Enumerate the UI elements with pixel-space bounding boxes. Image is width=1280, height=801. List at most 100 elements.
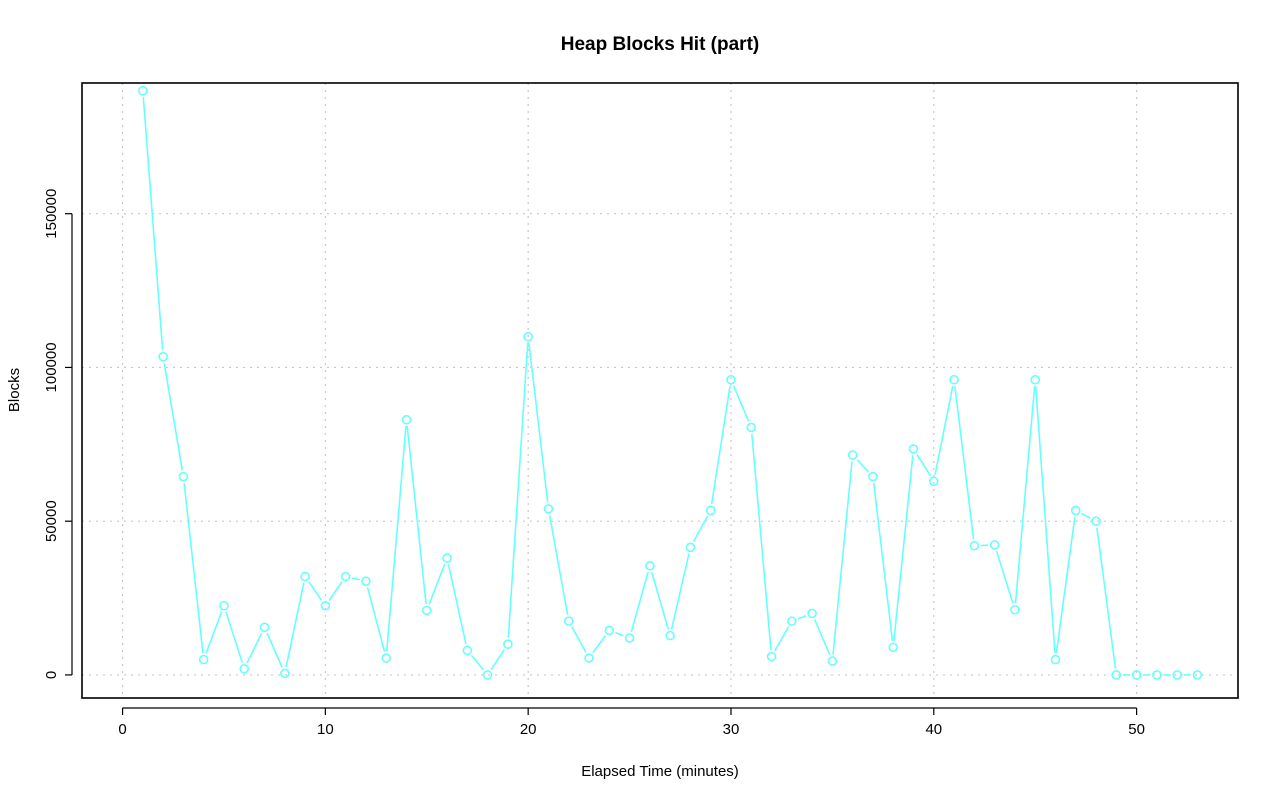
- x-tick-label: 10: [317, 721, 334, 738]
- axes: 0 10 20 30 40 50 0 50000 100000 150000: [43, 189, 1145, 738]
- data-point: [523, 331, 533, 342]
- data-point: [1050, 654, 1061, 665]
- data-point: [989, 540, 1000, 550]
- data-point: [503, 639, 513, 649]
- data-point: [178, 471, 189, 482]
- data-point: [158, 351, 168, 362]
- data-point: [401, 414, 412, 425]
- data-point: [361, 576, 371, 586]
- data-point: [705, 505, 716, 516]
- data-point: [239, 663, 250, 674]
- series-segment: [366, 587, 386, 652]
- data-point: [300, 571, 310, 582]
- data-point: [259, 622, 270, 633]
- data-point: [1111, 670, 1122, 680]
- data-point: [543, 504, 554, 514]
- data-point: [787, 616, 797, 626]
- data-point: [665, 630, 675, 641]
- series-segment: [470, 654, 485, 671]
- series-segment: [528, 343, 549, 503]
- series-segment: [630, 571, 649, 632]
- data-point: [442, 553, 452, 563]
- y-tick-label: 100000: [43, 342, 60, 392]
- data-point: [482, 670, 493, 680]
- series-segment: [856, 459, 870, 473]
- series-segment: [934, 385, 954, 475]
- data-point: [1192, 670, 1203, 680]
- series-segment: [507, 343, 529, 638]
- series-segment: [548, 515, 569, 615]
- series-segment: [1055, 516, 1076, 654]
- data-point: [421, 605, 432, 616]
- data-point: [807, 608, 817, 619]
- series-segment: [732, 385, 750, 422]
- series-segment: [916, 454, 932, 477]
- data-point: [949, 374, 959, 385]
- data-point: [685, 542, 696, 553]
- series-segment: [163, 362, 184, 471]
- x-axis-label: Elapsed Time (minutes): [581, 763, 739, 780]
- series-segment: [246, 632, 263, 664]
- data-point: [1010, 604, 1020, 615]
- series-segment: [692, 515, 709, 543]
- series-segment: [995, 550, 1014, 604]
- x-tick-label: 30: [723, 721, 740, 738]
- data-point: [381, 653, 392, 663]
- data-point: [624, 633, 635, 643]
- series-segment: [650, 571, 670, 630]
- series-segment: [832, 461, 853, 655]
- series-segment: [266, 632, 283, 668]
- series-segment: [1034, 386, 1056, 654]
- data-point: [340, 571, 351, 582]
- data-point: [969, 540, 980, 551]
- series-segment: [893, 455, 914, 641]
- grid: [82, 83, 1238, 698]
- y-tick-label: 150000: [43, 189, 60, 239]
- series-segment: [592, 635, 607, 654]
- y-axis-label: Blocks: [6, 368, 23, 412]
- x-tick-label: 0: [118, 721, 126, 738]
- data-point: [726, 374, 736, 385]
- data-point: [1070, 505, 1081, 516]
- series-segment: [710, 386, 731, 505]
- data-point: [766, 651, 777, 662]
- data-point: [198, 654, 209, 665]
- series-segment: [751, 433, 772, 651]
- data-point: [746, 422, 757, 433]
- y-tick-label: 50000: [43, 500, 60, 542]
- data-point: [280, 668, 290, 679]
- series-segment: [385, 426, 407, 652]
- series-segment: [225, 611, 244, 663]
- series-segment: [872, 482, 894, 641]
- data-point: [1152, 670, 1162, 680]
- data-point: [1172, 670, 1182, 680]
- series-segment: [774, 626, 790, 652]
- data-point: [604, 625, 615, 636]
- data-point: [827, 656, 838, 666]
- x-tick-label: 20: [520, 721, 537, 738]
- x-tick-label: 50: [1128, 721, 1145, 738]
- series-segment: [1014, 386, 1036, 604]
- data-series: [138, 85, 1203, 680]
- series-segment: [351, 577, 360, 581]
- series-segment: [428, 563, 446, 605]
- series-segment: [797, 614, 807, 620]
- data-point: [462, 645, 473, 656]
- data-point: [1131, 670, 1142, 680]
- data-point: [563, 616, 574, 626]
- series-segment: [406, 426, 427, 604]
- data-point: [1091, 516, 1101, 526]
- series-segment: [813, 619, 831, 656]
- series-segment: [183, 482, 204, 654]
- data-point: [868, 471, 878, 482]
- data-point: [928, 476, 939, 487]
- plot-frame: [81, 82, 1239, 699]
- data-point: [219, 600, 229, 611]
- series-segment: [615, 631, 624, 637]
- series-segment: [1096, 527, 1117, 669]
- data-point: [320, 600, 331, 611]
- series-segment: [490, 649, 505, 670]
- series-segment: [571, 626, 587, 653]
- data-point: [847, 450, 858, 460]
- series-segment: [328, 581, 343, 601]
